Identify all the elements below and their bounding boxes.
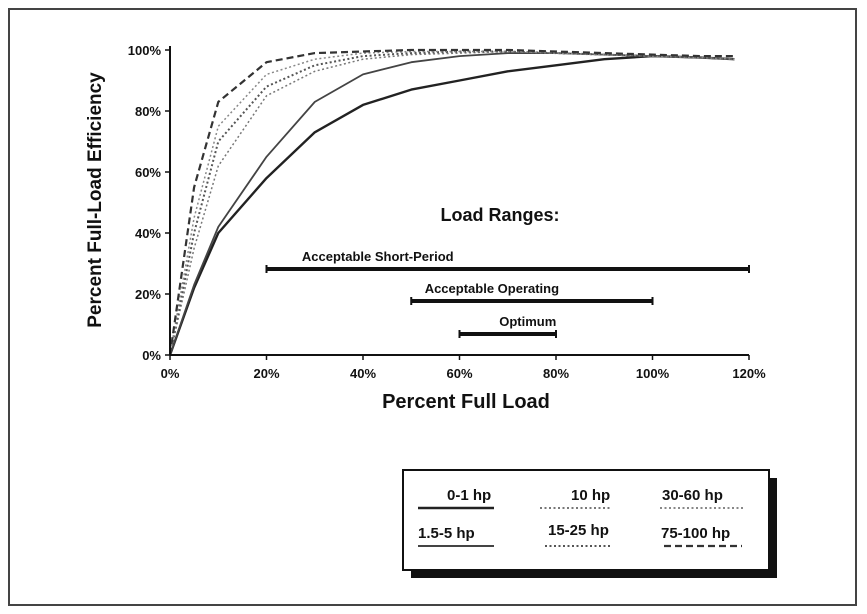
y-tick-label: 20% (135, 287, 161, 302)
load-ranges-title: Load Ranges: (440, 205, 559, 225)
legend-label: 75-100 hp (661, 525, 730, 542)
legend-label: 1.5-5 hp (418, 525, 475, 542)
x-tick-label: 0% (161, 366, 180, 381)
y-tick-label: 80% (135, 104, 161, 119)
curves-group (168, 48, 735, 356)
legend-box (402, 469, 770, 571)
load-ranges-group: Acceptable Short-Period Acceptable Operat… (265, 249, 750, 338)
y-axis-title: Percent Full-Load Efficiency (85, 72, 106, 328)
x-axis-title: Percent Full Load (382, 391, 550, 413)
legend-label: 15-25 hp (548, 522, 609, 539)
x-tick-label: 40% (350, 366, 376, 381)
y-tick-label: 100% (128, 43, 162, 58)
load-range-label: Acceptable Short-Period (302, 249, 454, 264)
legend-label: 30-60 hp (662, 487, 723, 504)
x-tick-label: 120% (732, 366, 766, 381)
load-range-label: Optimum (499, 314, 556, 329)
x-tick-label: 100% (636, 366, 670, 381)
y-tick-label: 0% (142, 348, 161, 363)
load-range-label: Acceptable Operating (425, 281, 559, 296)
y-tick-label: 60% (135, 165, 161, 180)
series-line-75-100-hp (168, 48, 735, 356)
series-line-30-60-hp (169, 50, 735, 356)
x-tick-label: 20% (253, 366, 279, 381)
x-tick-label: 60% (446, 366, 472, 381)
legend-label: 0-1 hp (447, 487, 491, 504)
series-line-10-hp (169, 50, 735, 356)
legend: 0-1 hp 10 hp 30-60 hp 1.5-5 hp 15-25 hp 75-10… (418, 487, 744, 548)
series-line-15-25-hp (169, 50, 735, 356)
y-tick-label: 40% (135, 226, 161, 241)
x-tick-label: 80% (543, 366, 569, 381)
x-ticks: 0% 20% 40% 60% 80% 100% 120% (161, 355, 766, 381)
y-ticks: 0% 20% 40% 60% 80% 100% (128, 43, 170, 363)
legend-label: 10 hp (571, 487, 610, 504)
